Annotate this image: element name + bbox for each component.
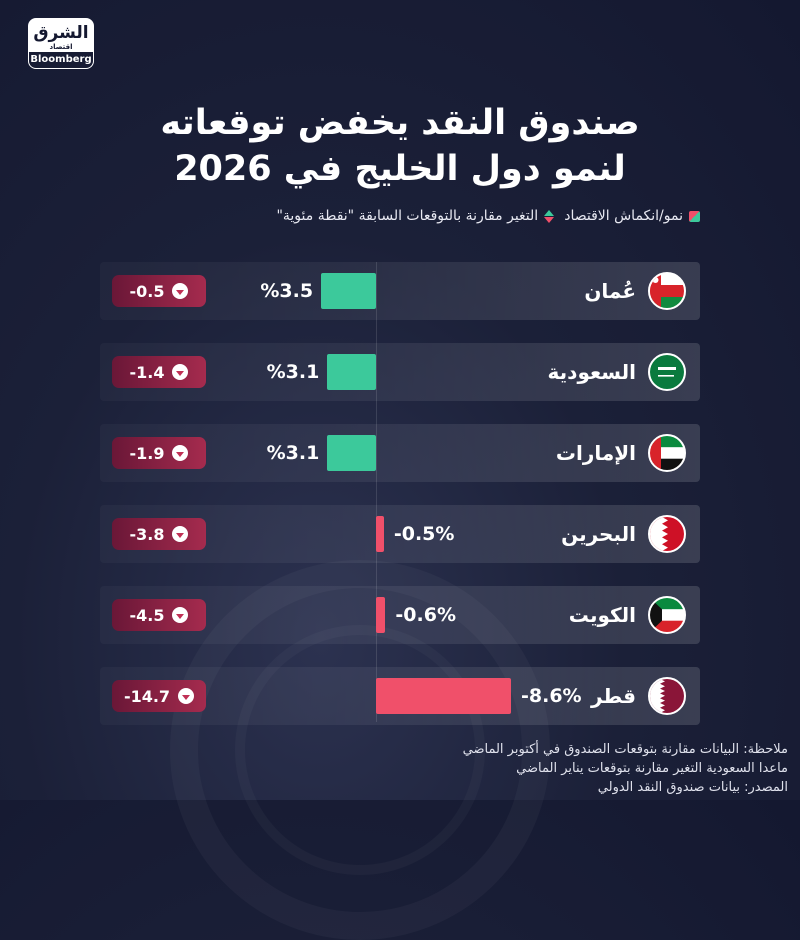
note-line-2: ماعدا السعودية التغير مقارنة بتوقعات ينا… [516,761,788,776]
growth-bar [376,516,384,552]
up-down-arrows-icon [544,209,555,223]
growth-value-label: -0.5% [393,523,455,545]
legend: نمو/انكماش الاقتصاد التغير مقارنة بالتوق… [276,208,700,224]
title-line-2: لنمو دول الخليج في 2026 [174,149,626,189]
growth-value-label: %3.5 [260,280,314,302]
country-label: السعودية [547,360,636,384]
growth-swatch-icon [689,210,700,222]
down-arrow-icon [172,364,189,380]
chart-row: قطر -8.6% -14.7 [100,667,700,725]
growth-bar [327,435,376,471]
change-value-label: -4.5 [129,605,165,625]
growth-value-label: %3.1 [266,442,320,464]
growth-value-label: -0.6% [395,604,456,626]
chart-row: عُمان %3.5 -0.5 [100,262,700,320]
chart-row: السعودية %3.1 -1.4 [100,343,700,401]
growth-bar [376,678,512,714]
chart-row: البحرين -0.5% -3.8 [100,505,700,563]
chart-row: الإمارات %3.1 -1.9 [100,424,700,482]
country-label: الإمارات [555,441,636,465]
change-value-label: -3.8 [129,524,165,544]
change-value-label: -0.5 [129,281,165,301]
change-badge: -1.4 [112,356,206,388]
chart-row: الكويت -0.6% -4.5 [100,586,700,644]
uae-flag-icon [648,434,686,472]
logo-sub: اقتصاد [49,43,73,51]
legend-change-label: التغير مقارنة بالتوقعات السابقة "نقطة مئ… [276,208,539,224]
country-label: البحرين [561,522,636,546]
title-line-1: صندوق النقد يخفض توقعاته [160,103,640,143]
down-arrow-icon [172,445,189,461]
change-value-label: -1.4 [129,362,165,382]
change-badge: -1.9 [112,437,206,469]
down-arrow-icon [172,283,189,299]
asharq-bloomberg-logo: الشرق اقتصاد Bloomberg [28,18,94,69]
logo-arabic: الشرق [33,23,89,43]
chart-title: صندوق النقد يخفض توقعاته لنمو دول الخليج… [0,100,800,192]
logo-brand: Bloomberg [28,52,94,69]
country-label: قطر [590,684,636,708]
change-value-label: -14.7 [123,686,171,706]
country-label: الكويت [568,603,636,627]
country-label: عُمان [584,279,636,303]
down-arrow-icon [172,526,189,542]
growth-bar [327,354,376,390]
qatar-flag-icon [648,677,686,715]
note-line-1: ملاحظة: البيانات مقارنة بتوقعات الصندوق … [462,742,788,757]
oman-flag-icon [648,272,686,310]
down-arrow-icon [172,607,189,623]
change-badge: -3.8 [112,518,206,550]
change-badge: -14.7 [112,680,206,712]
legend-item-change: التغير مقارنة بالتوقعات السابقة "نقطة مئ… [276,208,555,224]
change-value-label: -1.9 [129,443,165,463]
growth-bar [321,273,376,309]
imf-seal-watermark-inner [235,625,485,875]
growth-bar [376,597,386,633]
down-arrow-icon [178,688,195,704]
bahrain-flag-icon [648,515,686,553]
notes: ملاحظة: البيانات مقارنة بتوقعات الصندوق … [463,740,788,797]
change-badge: -4.5 [112,599,206,631]
growth-value-label: %3.1 [266,361,320,383]
change-badge: -0.5 [112,275,206,307]
legend-item-growth: نمو/انكماش الاقتصاد [564,208,700,224]
zero-axis-line [376,262,377,722]
note-line-3: المصدر: بيانات صندوق النقد الدولي [597,780,788,795]
growth-value-label: -8.6% [521,685,582,707]
kuwait-flag-icon [648,596,686,634]
legend-growth-label: نمو/انكماش الاقتصاد [564,208,683,224]
saudi-flag-icon [648,353,686,391]
